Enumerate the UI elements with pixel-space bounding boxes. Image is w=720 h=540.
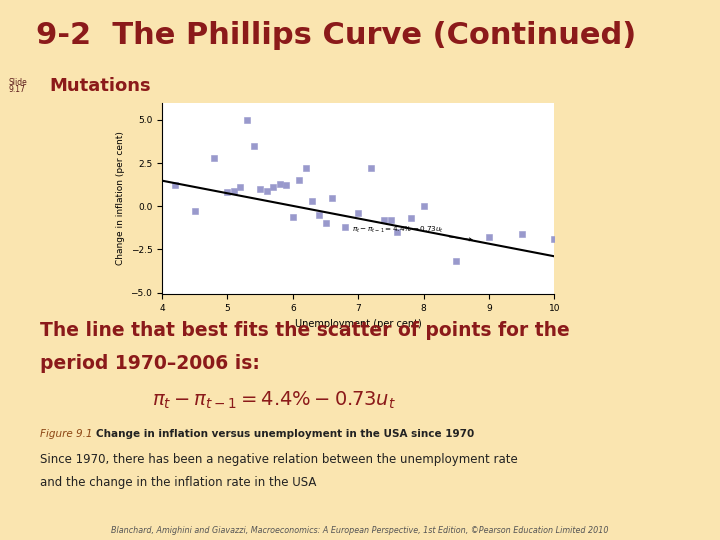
Point	[248, 141, 259, 150]
Point	[483, 233, 495, 241]
Point	[228, 186, 240, 195]
Text: 9.17: 9.17	[9, 85, 25, 93]
Point	[392, 228, 403, 237]
Point	[313, 211, 325, 219]
Point	[307, 197, 318, 205]
X-axis label: Unemployment (per cent): Unemployment (per cent)	[294, 319, 422, 328]
Text: $\pi_t - \pi_{t-1} = 4.4\% - 0.73u_t$: $\pi_t - \pi_{t-1} = 4.4\% - 0.73u_t$	[151, 390, 396, 411]
Text: and the change in the inflation rate in the USA: and the change in the inflation rate in …	[40, 476, 316, 489]
Y-axis label: Change in inflation (per cent): Change in inflation (per cent)	[116, 132, 125, 265]
Point	[385, 215, 397, 224]
Point	[366, 164, 377, 173]
Point	[281, 181, 292, 190]
Text: Blanchard, Amighini and Giavazzi, Macroeconomics: A European Perspective, 1st Ed: Blanchard, Amighini and Giavazzi, Macroe…	[112, 525, 608, 535]
Point	[274, 179, 285, 188]
Point	[516, 230, 528, 238]
Text: Change in inflation versus unemployment in the USA since 1970: Change in inflation versus unemployment …	[96, 429, 474, 440]
Point	[169, 181, 181, 190]
Text: $\pi_t-\pi_{t-1}=4.4\%-0.73u_t$: $\pi_t-\pi_{t-1}=4.4\%-0.73u_t$	[351, 225, 472, 241]
Text: Figure 9.1: Figure 9.1	[40, 429, 92, 440]
Point	[353, 209, 364, 218]
Text: period 1970–2006 is:: period 1970–2006 is:	[40, 354, 259, 373]
Text: 9-2  The Phillips Curve (Continued): 9-2 The Phillips Curve (Continued)	[36, 21, 636, 50]
Point	[189, 207, 200, 215]
Point	[261, 186, 272, 195]
Point	[254, 185, 266, 193]
Point	[418, 202, 429, 211]
Point	[209, 153, 220, 162]
Point	[405, 214, 416, 222]
Point	[241, 116, 253, 124]
Point	[267, 183, 279, 192]
Point	[339, 222, 351, 231]
Text: Mutations: Mutations	[49, 77, 150, 95]
Point	[320, 219, 331, 228]
Point	[222, 188, 233, 197]
Point	[451, 257, 462, 266]
Text: Since 1970, there has been a negative relation between the unemployment rate: Since 1970, there has been a negative re…	[40, 453, 518, 465]
Point	[379, 215, 390, 224]
Point	[549, 235, 560, 244]
Point	[235, 183, 246, 192]
Point	[326, 193, 338, 202]
Point	[287, 212, 299, 221]
Text: Slide: Slide	[9, 78, 27, 87]
Point	[294, 176, 305, 185]
Point	[300, 164, 312, 173]
Text: The line that best fits the scatter of points for the: The line that best fits the scatter of p…	[40, 321, 570, 340]
